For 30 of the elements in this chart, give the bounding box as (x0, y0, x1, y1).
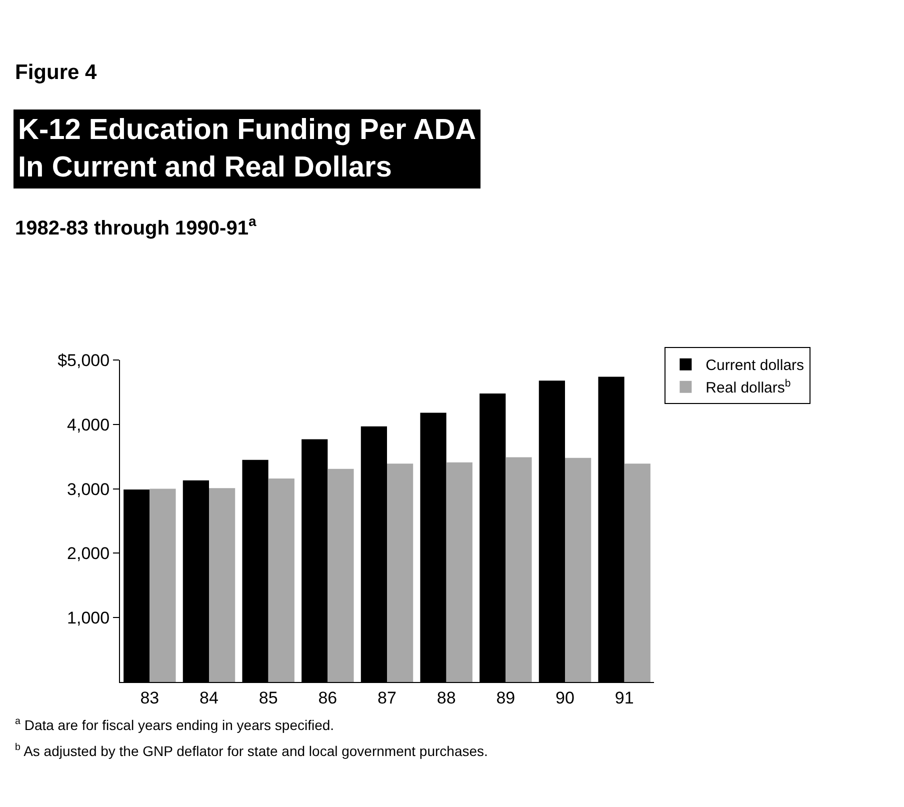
bar (387, 464, 414, 682)
bar (150, 488, 176, 682)
x-tick-label: 86 (318, 688, 338, 708)
chart-title: K-12 Education Funding Per ADA In Current and Real Dollars (18, 114, 476, 184)
bar (209, 488, 236, 682)
text: $^{a}$ Data are for fiscal years ending in years specified. (15, 716, 334, 733)
bar (506, 457, 532, 682)
x-tick-label: 90 (556, 688, 574, 708)
bar (565, 458, 592, 682)
bar (268, 478, 294, 682)
chart-subtitle: 1982-83 through 1990-91$^{a}$ (15, 213, 256, 240)
x-tick-label: 87 (378, 688, 396, 708)
y-tick-label: 4,000 (67, 415, 110, 434)
y-tick-label: 1,000 (67, 608, 110, 628)
caption: Figure 4 (15, 61, 98, 84)
y-tick-label: $5,000 (58, 350, 110, 370)
bar (328, 468, 354, 682)
x-tick-label: 85 (258, 688, 278, 708)
legend-label: Current dollars (706, 357, 804, 374)
x-tick-label: 83 (140, 688, 160, 708)
x-tick-label: 89 (496, 688, 516, 708)
y-tick-label: 2,000 (67, 544, 110, 564)
bar (624, 464, 650, 682)
text: $^{b}$ As adjusted by the GNP deflator for state and local government purchases. (15, 742, 488, 759)
x-tick-label: 84 (200, 688, 218, 708)
x-tick-label: 88 (436, 688, 456, 708)
bar (446, 462, 472, 682)
legend-label: Real dollars$^{b}$ (706, 377, 791, 397)
y-tick-label: 3,000 (67, 480, 110, 499)
x-tick-label: 91 (614, 688, 634, 708)
